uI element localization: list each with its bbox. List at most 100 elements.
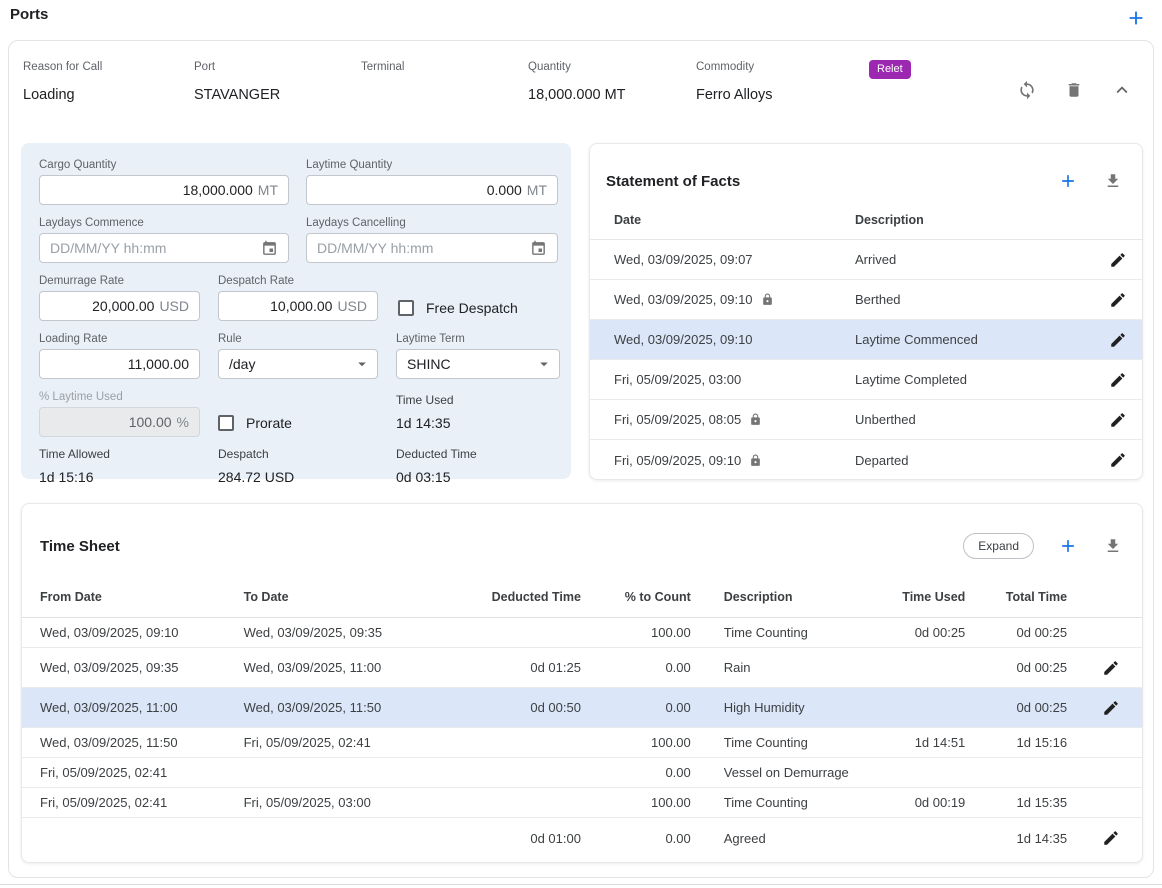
sof-add-button[interactable]	[1056, 169, 1080, 193]
prorate-checkbox-row[interactable]: Prorate	[218, 415, 292, 431]
timesheet-row[interactable]: 0d 01:00 0.00 Agreed 1d 14:35	[22, 818, 1142, 858]
sof-row[interactable]: Fri, 05/09/2025, 08:05 Unberthed	[590, 400, 1142, 440]
sync-button[interactable]	[1015, 78, 1039, 102]
pencil-icon	[1102, 829, 1120, 847]
timesheet-row[interactable]: Fri, 05/09/2025, 02:41 Fri, 05/09/2025, …	[22, 788, 1142, 818]
sof-date: Fri, 05/09/2025, 08:05	[614, 412, 742, 427]
sof-description: Departed	[855, 452, 909, 468]
reason-for-call-label: Reason for Call	[23, 61, 103, 73]
laydays-cancelling-label: Laydays Cancelling	[306, 217, 406, 229]
pct-laytime-used-input	[50, 414, 172, 430]
ts-from: Wed, 03/09/2025, 09:35	[40, 660, 179, 675]
calendar-icon[interactable]	[530, 240, 547, 257]
loading-rate-label: Loading Rate	[39, 333, 108, 345]
ts-deducted: 0d 00:50	[530, 700, 581, 715]
relet-badge: Relet	[869, 60, 911, 79]
delete-port-button[interactable]	[1063, 79, 1085, 101]
laydays-cancelling-input[interactable]	[317, 240, 530, 256]
ts-col-time-used: Time Used	[902, 589, 966, 604]
sof-row-selected[interactable]: Wed, 03/09/2025, 09:10 Laytime Commenced	[590, 320, 1142, 360]
ts-pct: 100.00	[651, 795, 691, 810]
edit-button[interactable]	[1107, 369, 1129, 391]
ts-pct: 100.00	[651, 625, 691, 640]
add-port-button[interactable]	[1124, 6, 1148, 30]
pencil-icon	[1102, 659, 1120, 677]
caret-down-icon	[353, 355, 371, 373]
pencil-icon	[1109, 251, 1127, 269]
statement-of-facts-card: Statement of Facts Date Description Wed,…	[589, 143, 1143, 480]
sof-download-button[interactable]	[1102, 170, 1124, 192]
ts-description: Agreed	[723, 830, 766, 846]
free-despatch-checkbox[interactable]	[398, 300, 414, 316]
sync-icon	[1017, 80, 1037, 100]
quantity-value: 18,000.000 MT	[528, 87, 626, 103]
laytime-term-label: Laytime Term	[396, 333, 465, 345]
pct-laytime-used-label: % Laytime Used	[39, 391, 123, 403]
rule-label: Rule	[218, 333, 242, 345]
page-bottom-divider	[0, 884, 1162, 885]
ts-pct: 0.00	[665, 660, 691, 675]
calendar-icon[interactable]	[261, 240, 278, 257]
collapse-port-button[interactable]	[1109, 77, 1135, 103]
laytime-quantity-input[interactable]	[317, 182, 522, 198]
ts-deducted: 0d 01:00	[530, 830, 581, 846]
cargo-quantity-input[interactable]	[50, 182, 253, 198]
ts-total-time: 0d 00:25	[1016, 700, 1068, 715]
ts-pct: 100.00	[651, 735, 691, 750]
ts-to: Wed, 03/09/2025, 11:00	[243, 660, 382, 675]
sof-date: Fri, 05/09/2025, 09:10	[614, 452, 742, 468]
timesheet-row[interactable]: Wed, 03/09/2025, 09:10 Wed, 03/09/2025, …	[22, 618, 1142, 648]
edit-button[interactable]	[1107, 449, 1129, 471]
timesheet-row[interactable]: Fri, 05/09/2025, 02:41 0.00 Vessel on De…	[22, 758, 1142, 788]
timesheet-row[interactable]: Wed, 03/09/2025, 11:50 Fri, 05/09/2025, …	[22, 728, 1142, 758]
edit-button[interactable]	[1107, 249, 1129, 271]
ts-to: Wed, 03/09/2025, 11:50	[243, 700, 382, 715]
demurrage-rate-input[interactable]	[50, 298, 155, 314]
ts-description: Vessel on Demurrage	[723, 765, 849, 780]
sof-row[interactable]: Fri, 05/09/2025, 03:00 Laytime Completed	[590, 360, 1142, 400]
prorate-checkbox[interactable]	[218, 415, 234, 431]
commodity-value: Ferro Alloys	[696, 87, 773, 103]
page-title: Ports	[10, 6, 49, 23]
sof-date: Wed, 03/09/2025, 09:10	[614, 292, 753, 307]
deducted-time-value: 0d 03:15	[396, 469, 451, 485]
timesheet-row[interactable]: Wed, 03/09/2025, 09:35 Wed, 03/09/2025, …	[22, 648, 1142, 688]
ts-total-time: 1d 14:35	[1016, 830, 1068, 846]
rule-select[interactable]: /day	[218, 349, 378, 379]
despatch-rate-label: Despatch Rate	[218, 275, 295, 287]
timesheet-add-button[interactable]	[1056, 534, 1080, 558]
timesheet-row-selected[interactable]: Wed, 03/09/2025, 11:00 Wed, 03/09/2025, …	[22, 688, 1142, 728]
free-despatch-label: Free Despatch	[426, 300, 518, 316]
sof-row[interactable]: Fri, 05/09/2025, 09:10 Departed	[590, 440, 1142, 480]
time-used-label: Time Used	[396, 393, 454, 407]
ts-total-time: 0d 00:25	[1016, 660, 1068, 675]
expand-button[interactable]: Expand	[963, 533, 1034, 559]
port-card: Reason for Call Loading Port STAVANGER T…	[8, 40, 1154, 878]
time-sheet-card: Time Sheet Expand From Date To Date Dedu…	[21, 503, 1143, 863]
edit-button[interactable]	[1107, 289, 1129, 311]
ts-col-total-time: Total Time	[1005, 589, 1068, 604]
despatch-rate-unit: USD	[337, 298, 367, 314]
timesheet-download-button[interactable]	[1102, 535, 1124, 557]
loading-rate-input[interactable]	[50, 356, 189, 372]
edit-button[interactable]	[1100, 657, 1122, 679]
edit-button[interactable]	[1107, 329, 1129, 351]
sof-row[interactable]: Wed, 03/09/2025, 09:07 Arrived	[590, 240, 1142, 280]
cargo-quantity-unit: MT	[257, 182, 278, 198]
edit-button[interactable]	[1100, 697, 1122, 719]
sof-description: Berthed	[855, 292, 901, 307]
laydays-commence-input[interactable]	[50, 240, 261, 256]
edit-button[interactable]	[1107, 409, 1129, 431]
edit-button[interactable]	[1100, 827, 1122, 849]
ts-col-description: Description	[723, 589, 793, 604]
lock-icon	[749, 413, 762, 426]
sof-row[interactable]: Wed, 03/09/2025, 09:10 Berthed	[590, 280, 1142, 320]
laytime-term-select[interactable]: SHINC	[396, 349, 560, 379]
despatch-rate-input[interactable]	[229, 298, 333, 314]
ts-from: Fri, 05/09/2025, 02:41	[40, 765, 168, 780]
despatch-label: Despatch	[218, 447, 269, 461]
lock-icon	[761, 293, 774, 306]
laytime-form-panel: Cargo Quantity MT Laytime Quantity MT La…	[21, 143, 571, 485]
sof-description: Arrived	[855, 252, 897, 267]
free-despatch-checkbox-row[interactable]: Free Despatch	[398, 300, 518, 316]
